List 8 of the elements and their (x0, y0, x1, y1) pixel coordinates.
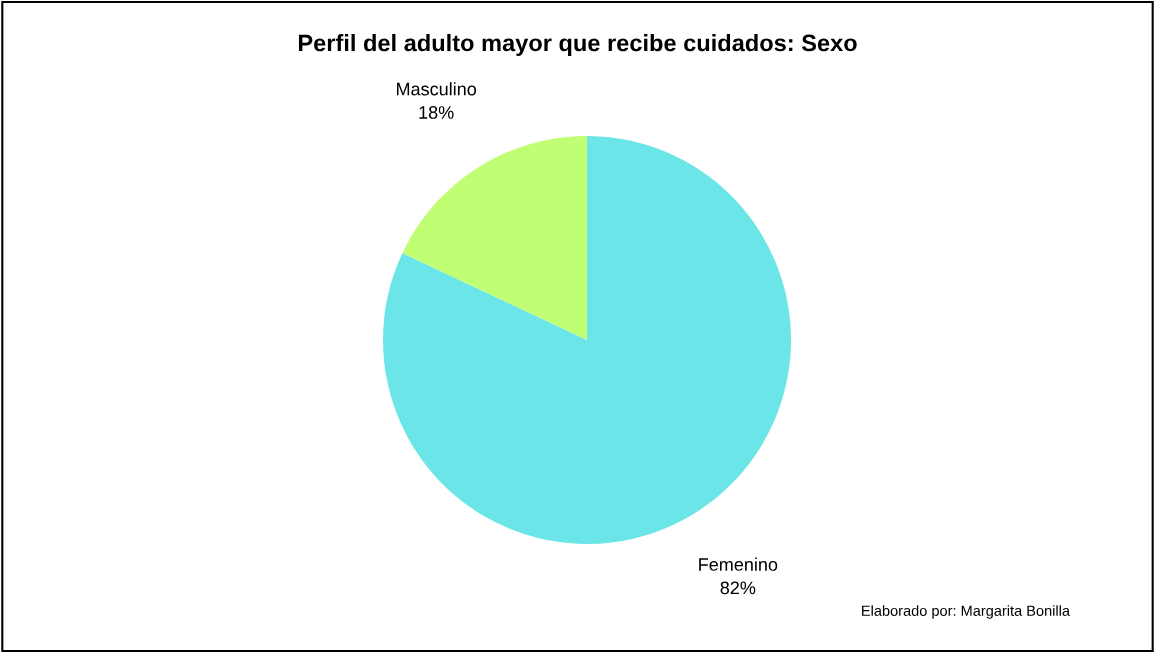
data-label: 82% (720, 581, 756, 595)
slice-label: Masculino (396, 82, 477, 96)
pie-slice (383, 136, 791, 544)
chart-title: Perfil del adulto mayor que recibe cuidados: Sexo (298, 34, 857, 56)
text: Elaborado por: Margarita Bonilla (862, 605, 1071, 619)
slice-label: Femenino (699, 557, 778, 571)
data-label: 18% (419, 106, 454, 119)
pie-slice (402, 136, 587, 340)
